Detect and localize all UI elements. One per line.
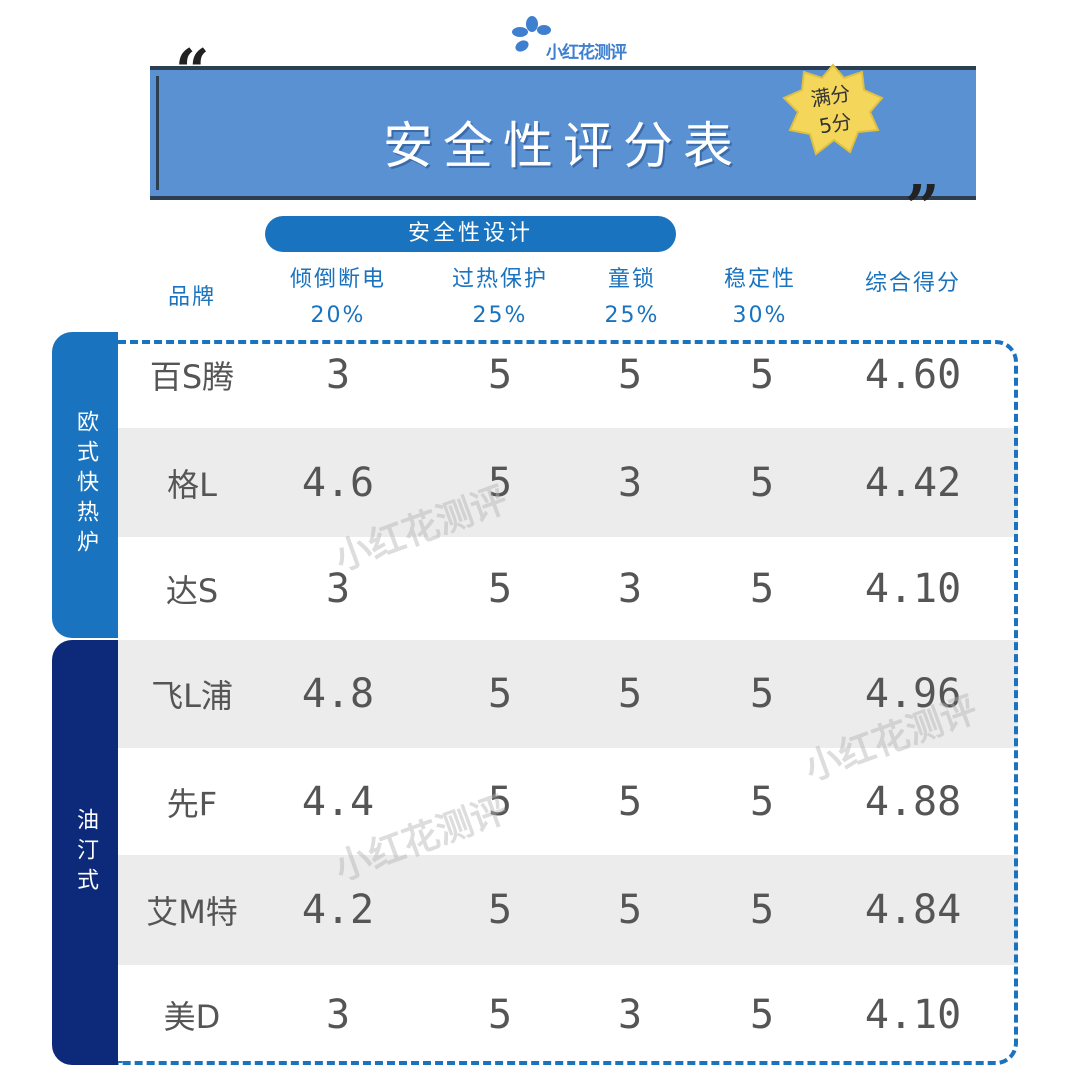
score-cell: 4.6 <box>301 459 375 506</box>
table-row: 百S腾 3 5 5 5 4.60 <box>118 322 1018 428</box>
group-label-oil-heater: 油汀式 <box>52 640 118 1065</box>
table-row: 艾M特 4.2 5 5 5 4.84 <box>118 855 1018 965</box>
table-row: 先F 4.4 5 5 5 4.88 <box>118 748 1018 855</box>
score-cell: 5 <box>749 887 775 933</box>
table-row: 格L 4.6 5 3 5 4.42 <box>118 428 1018 537</box>
score-cell: 5 <box>617 671 643 717</box>
safety-design-group-header: 安全性设计 <box>265 216 676 252</box>
total-score-cell: 4.88 <box>864 778 962 825</box>
score-cell: 5 <box>487 352 513 398</box>
score-cell: 3 <box>617 459 643 506</box>
brand-cell: 百S腾 <box>149 358 235 396</box>
total-score-cell: 4.10 <box>864 992 962 1038</box>
score-cell: 3 <box>325 992 351 1038</box>
score-cell: 5 <box>617 352 643 398</box>
page-title: 安全性评分表 <box>383 117 743 175</box>
total-score-cell: 4.84 <box>864 887 962 933</box>
brand-cell: 先F <box>166 784 218 823</box>
brand-cell: 艾M特 <box>146 893 238 931</box>
column-header-brand: 品牌 <box>167 285 216 310</box>
logo-text: 小红花测评 <box>546 43 627 63</box>
score-cell: 5 <box>749 671 775 717</box>
quote-close: ” <box>905 173 940 243</box>
score-cell: 5 <box>487 459 513 506</box>
score-cell: 3 <box>617 565 643 612</box>
score-cell: 5 <box>749 352 775 398</box>
column-header-tip-over: 倾倒断电 20% <box>289 267 386 328</box>
score-cell: 5 <box>749 992 775 1038</box>
score-cell: 5 <box>487 565 513 612</box>
logo: 小红花测评 <box>512 16 652 64</box>
full-score-badge: 满分 5分 <box>778 60 888 160</box>
score-cell: 4.4 <box>301 778 375 825</box>
table-row: 飞L浦 4.8 5 5 5 4.96 <box>118 640 1018 748</box>
brand-cell: 达S <box>165 571 219 610</box>
score-cell: 4.8 <box>301 671 375 717</box>
flower-icon <box>512 16 551 52</box>
score-cell: 5 <box>617 778 643 825</box>
starburst-icon <box>782 63 884 156</box>
score-cell: 5 <box>487 778 513 825</box>
score-cell: 5 <box>617 887 643 933</box>
brand-cell: 格L <box>167 465 217 504</box>
group-label-euro-heater: 欧式快热炉 <box>52 332 118 638</box>
column-header-overheat: 过热保护 25% <box>451 267 548 328</box>
score-cell: 5 <box>749 778 775 825</box>
total-score-cell: 4.96 <box>864 671 962 717</box>
score-cell: 5 <box>487 671 513 717</box>
total-score-cell: 4.60 <box>864 352 962 398</box>
brand-cell: 飞L浦 <box>151 677 233 715</box>
score-cell: 3 <box>325 565 351 612</box>
score-cell: 5 <box>487 992 513 1038</box>
total-score-cell: 4.42 <box>864 459 962 506</box>
score-cell: 5 <box>749 459 775 506</box>
score-cell: 3 <box>617 992 643 1038</box>
table-row: 达S 3 5 3 5 4.10 <box>118 537 1018 640</box>
score-cell: 5 <box>487 887 513 933</box>
score-cell: 4.2 <box>301 887 375 933</box>
column-header-stability: 稳定性 30% <box>723 267 796 328</box>
quote-open: “ <box>175 37 210 107</box>
table-frame <box>118 340 1018 1065</box>
column-header-child-lock: 童锁 25% <box>604 267 660 328</box>
brand-cell: 美D <box>163 998 221 1036</box>
score-cell: 5 <box>749 565 775 612</box>
total-score-cell: 4.10 <box>864 565 962 612</box>
score-cell: 3 <box>325 352 351 398</box>
column-header-total: 综合得分 <box>864 271 961 296</box>
table-row: 美D 3 5 3 5 4.10 <box>118 965 1018 1065</box>
